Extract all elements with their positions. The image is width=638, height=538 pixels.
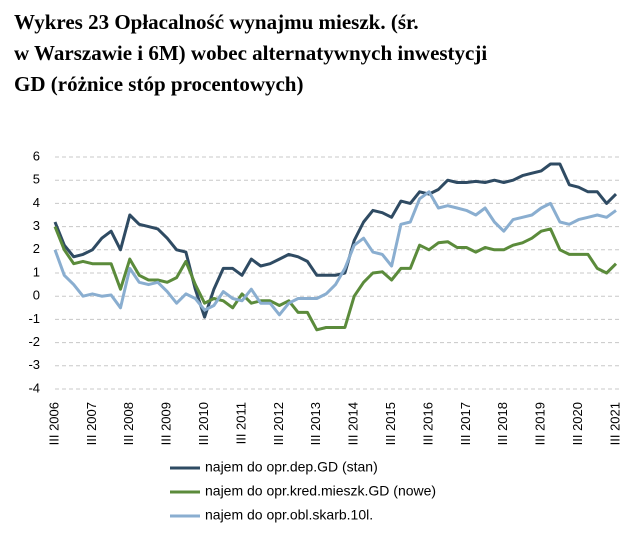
y-tick-label: 6 (33, 148, 40, 163)
y-tick-label: -1 (28, 311, 40, 326)
title: Wykres 23 Opłacalność wynajmu mieszk. (ś… (14, 10, 487, 96)
y-tick-label: -4 (28, 380, 40, 395)
x-tick-label: III 2015 (383, 402, 398, 445)
y-tick-label: 0 (33, 288, 40, 303)
series-line (53, 162, 618, 319)
y-tick-label: -2 (28, 334, 40, 349)
legend-label: najem do opr.obl.skarb.10l. (205, 507, 373, 523)
x-tick-label: III 2016 (420, 402, 435, 445)
y-tick-label: 4 (33, 195, 40, 210)
y-tick-label: 1 (33, 264, 40, 279)
chart-title: w Warszawie i 6M) wobec alternatywnych i… (14, 41, 487, 65)
x-tick-label: III 2011 (233, 402, 248, 444)
y-tick-label: 3 (33, 218, 40, 233)
x-tick-label: III 2008 (121, 402, 136, 445)
y-tick-label: 2 (33, 241, 40, 256)
x-tick-label: III 2006 (46, 402, 61, 445)
x-tick-label: III 2018 (495, 402, 510, 445)
x-tick-label: III 2009 (159, 402, 174, 445)
x-tick-label: III 2010 (196, 402, 211, 445)
x-tick-label: III 2014 (346, 402, 361, 445)
legend-label: najem do opr.dep.GD (stan) (205, 459, 378, 475)
series-line (53, 226, 618, 332)
x-tick-label: III 2019 (533, 402, 548, 445)
chart-title: Wykres 23 Opłacalność wynajmu mieszk. (ś… (14, 10, 419, 34)
x-tick-label: III 2020 (570, 402, 585, 445)
x-tick-label: III 2017 (458, 402, 473, 445)
chart-title: GD (różnice stóp procentowych) (14, 72, 303, 96)
x-tick-label: III 2012 (271, 402, 286, 445)
x-tick-label: III 2007 (84, 402, 99, 445)
y-tick-label: -3 (28, 357, 40, 372)
series-line (53, 190, 617, 317)
x-tick-label: III 2013 (308, 402, 323, 445)
y-tick-label: 5 (33, 172, 40, 187)
legend-label: najem do opr.kred.mieszk.GD (nowe) (205, 483, 436, 499)
x-tick-label: III 2021 (607, 402, 622, 445)
